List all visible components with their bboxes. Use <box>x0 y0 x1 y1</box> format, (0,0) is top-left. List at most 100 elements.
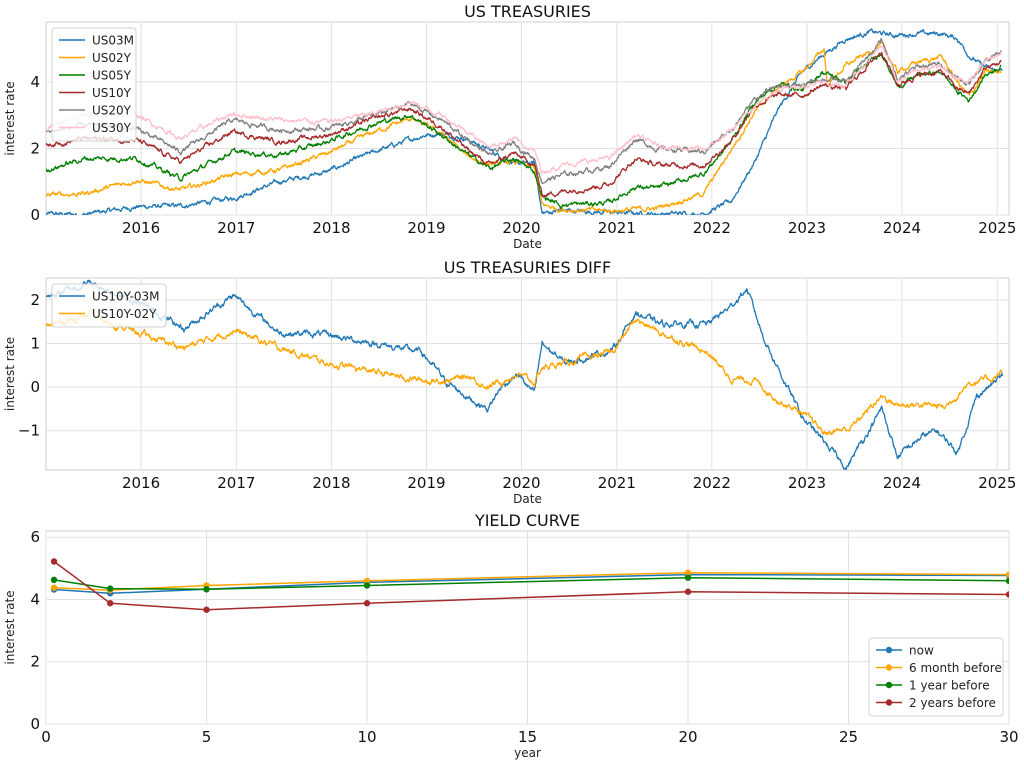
x-tick-label: 2023 <box>788 219 826 237</box>
point-6-month-before <box>1005 571 1009 578</box>
legend-marker-2-years-before <box>885 699 893 706</box>
legend-label-now: now <box>909 644 934 658</box>
x-tick-label: 2022 <box>693 474 731 492</box>
x-axis-label: Date <box>513 492 542 506</box>
legend: US03M US02Y US05Y US10Y US20Y US30Y <box>51 27 137 142</box>
point-1-year-before <box>107 585 114 592</box>
y-tick-label: 0 <box>30 378 40 396</box>
legend-label-6-month-before: 6 month before <box>909 661 1002 675</box>
treasuries-diff-panel: 2016 2017 2018 2019 2020 2021 2022 2023 2024 2025… <box>3 258 1016 506</box>
x-tick-label: 2021 <box>598 474 636 492</box>
legend-label-us02y: US02Y <box>92 51 132 65</box>
series-line-now <box>53 573 1009 595</box>
x-tick-label: 2024 <box>883 474 921 492</box>
chart-title: YIELD CURVE <box>474 511 580 530</box>
legend-marker-now <box>885 646 893 654</box>
x-tick-label: 2024 <box>883 219 921 237</box>
y-tick-label: 0 <box>30 206 40 224</box>
legend-box <box>51 27 137 142</box>
y-tick-label: 2 <box>30 291 40 309</box>
y-tick-label: 2 <box>30 653 40 671</box>
y-tick-label: 2 <box>30 139 40 157</box>
legend-label-us10y-02y: US10Y-02Y <box>92 307 157 321</box>
x-tick-label: 5 <box>202 728 212 746</box>
point-2-years-before <box>684 588 692 595</box>
point-2-years-before <box>50 558 58 565</box>
y-tick-label: −1 <box>18 422 40 440</box>
series-group <box>46 28 1003 215</box>
x-tick-label: 2020 <box>502 219 540 237</box>
point-2-years-before <box>363 600 371 607</box>
point-1-year-before <box>684 574 692 581</box>
y-axis-label: interest rate <box>3 337 17 411</box>
treasuries-panel: 2016 2017 2018 2019 2020 2021 2022 2023 2024 2025… <box>3 2 1016 251</box>
point-1-year-before <box>50 576 58 584</box>
chart-title: US TREASURIES DIFF <box>444 258 611 277</box>
x-tick-label: 2018 <box>312 474 350 492</box>
x-tick-label: 2020 <box>502 474 540 492</box>
plot-area <box>45 277 1010 471</box>
legend: US10Y-03M US10Y-02Y <box>51 283 167 328</box>
point-6-month-before <box>363 577 371 585</box>
x-tick-label: 2018 <box>312 219 350 237</box>
x-tick-label: 2017 <box>217 474 255 492</box>
series-line-us10y-03m <box>46 279 1003 470</box>
legend-label-us20y: US20Y <box>92 104 132 118</box>
x-tick-label: 15 <box>518 728 537 746</box>
x-tick-label: 25 <box>839 728 858 746</box>
point-1-year-before <box>363 582 371 589</box>
x-tick-label: 2019 <box>407 474 445 492</box>
y-tick-label: 6 <box>30 528 40 546</box>
legend-box <box>868 637 1004 717</box>
y-tick-label: 1 <box>30 334 40 352</box>
legend-box <box>51 283 167 328</box>
y-tick-label: 4 <box>30 590 40 608</box>
x-tick-label: 2016 <box>122 474 160 492</box>
x-tick-label: 2016 <box>122 219 160 237</box>
series-line-us30y <box>46 45 1002 175</box>
point-6-month-before <box>50 584 58 591</box>
series-group <box>50 558 1009 613</box>
x-tick-label: 20 <box>678 728 697 746</box>
legend-label-us03m: US03M <box>92 34 134 48</box>
y-tick-label: 4 <box>30 73 40 91</box>
x-axis-label: year <box>514 746 541 760</box>
x-tick-label: 2023 <box>788 474 826 492</box>
x-tick-label: 2019 <box>407 219 445 237</box>
y-axis-label: interest rate <box>3 81 17 155</box>
x-tick-label: 2022 <box>693 219 731 237</box>
point-2-years-before <box>1005 591 1009 598</box>
x-tick-label: 0 <box>41 728 51 746</box>
legend-label-us10y-03m: US10Y-03M <box>92 290 160 304</box>
x-tick-label: 2017 <box>217 219 255 237</box>
x-tick-label: 2025 <box>978 474 1016 492</box>
legend-marker-1-year-before <box>885 681 893 689</box>
x-axis-label: Date <box>513 237 542 251</box>
legend-label-us30y: US30Y <box>92 121 132 135</box>
legend-label-us10y: US10Y <box>92 86 132 100</box>
series-line-6-month-before <box>53 571 1009 591</box>
x-tick-label: 10 <box>357 728 376 746</box>
chart-title: US TREASURIES <box>464 2 591 21</box>
x-tick-label: 2021 <box>598 219 636 237</box>
series-line-1-year-before <box>53 576 1009 590</box>
point-2-years-before <box>107 600 114 607</box>
legend-label-2-years-before: 2 years before <box>909 696 996 710</box>
x-tick-label: 2025 <box>978 219 1016 237</box>
y-axis-label: interest rate <box>3 590 17 664</box>
series-group <box>46 279 1003 470</box>
point-1-year-before <box>1005 577 1009 585</box>
series-line-2-years-before <box>53 560 1009 611</box>
series-line-us03m <box>46 28 1003 215</box>
x-tick-label: 30 <box>999 728 1018 746</box>
legend-label-us05y: US05Y <box>92 69 132 83</box>
legend-label-1-year-before: 1 year before <box>909 679 990 693</box>
yield-curve-panel: 0 5 10 15 20 25 30 0 2 4 6 YIELD CURVE year interest … <box>3 511 1019 760</box>
point-2-years-before <box>203 606 210 613</box>
legend: now 6 month before 1 year before 2 years be… <box>868 637 1004 717</box>
legend-marker-6-month-before <box>885 664 893 671</box>
series-line-us10y-02y <box>46 308 1003 436</box>
point-6-month-before <box>684 569 692 576</box>
series-line-us20y <box>46 37 1002 184</box>
